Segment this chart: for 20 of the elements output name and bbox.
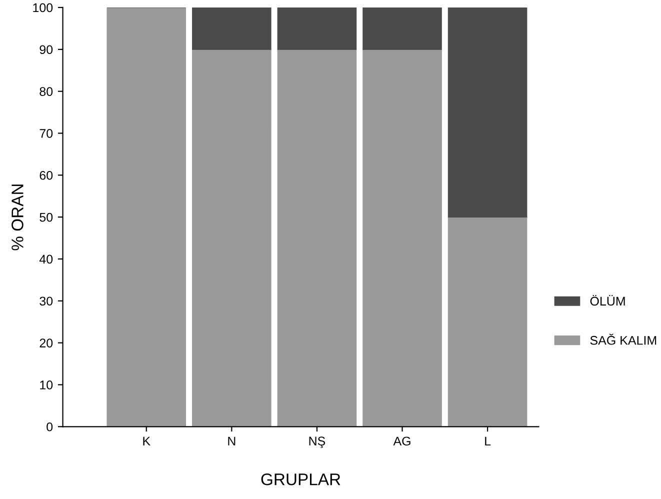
y-tick-label: 90 bbox=[40, 45, 53, 54]
y-tick-label: 80 bbox=[40, 87, 53, 96]
x-tick-label: K bbox=[143, 436, 150, 446]
x-tick-label: L bbox=[485, 436, 491, 446]
legend-label: SAĞ KALIM bbox=[590, 334, 656, 345]
y-tick-label: 100 bbox=[33, 3, 53, 12]
y-tick-label: 0 bbox=[46, 422, 53, 432]
y-tick-label: 60 bbox=[40, 170, 53, 180]
y-tick-label: 40 bbox=[39, 254, 53, 264]
y-tick-label: 70 bbox=[40, 129, 53, 138]
y-axis-title: % ORAN bbox=[12, 184, 24, 250]
y-tick-label: 30 bbox=[40, 296, 53, 306]
x-axis-title: GRUPLAR bbox=[261, 473, 340, 486]
y-tick-label: 10 bbox=[40, 380, 53, 390]
y-tick-label: 50 bbox=[40, 212, 53, 222]
x-tick-label: N bbox=[228, 436, 236, 446]
x-tick-label: NŞ bbox=[309, 436, 326, 448]
legend-label: ÖLÜM bbox=[590, 295, 625, 306]
y-tick-label: 20 bbox=[40, 338, 53, 348]
x-tick-label: AG bbox=[393, 436, 410, 446]
